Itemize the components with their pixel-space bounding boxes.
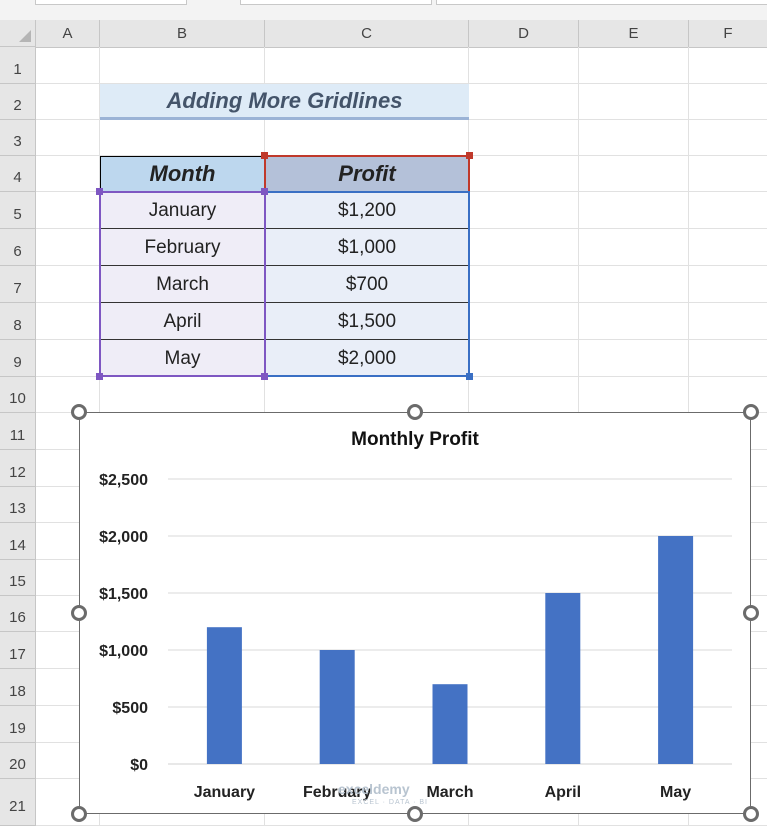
row-header[interactable]: 10 xyxy=(0,377,36,413)
formula-input-stub[interactable] xyxy=(436,0,767,5)
y-tick-label: $1,000 xyxy=(99,643,148,660)
row-gridline xyxy=(36,83,767,84)
table-header-profit[interactable]: Profit xyxy=(265,156,469,192)
select-all-button[interactable] xyxy=(0,20,36,47)
column-header-e[interactable]: E xyxy=(579,20,689,47)
column-header-b[interactable]: B xyxy=(100,20,265,47)
row-header[interactable]: 1 xyxy=(0,47,36,84)
chart-resize-handle[interactable] xyxy=(407,806,423,822)
y-tick-label: $0 xyxy=(130,757,148,774)
range-resize-handle[interactable] xyxy=(261,152,268,159)
toolbar-strip xyxy=(0,0,767,20)
profit-cell[interactable]: $1,200 xyxy=(265,192,469,229)
x-tick-label: April xyxy=(545,784,581,801)
row-header[interactable]: 21 xyxy=(0,779,36,826)
profit-cell[interactable]: $1,500 xyxy=(265,303,469,340)
chart-resize-handle[interactable] xyxy=(743,605,759,621)
y-tick-label: $2,000 xyxy=(99,529,148,546)
range-resize-handle[interactable] xyxy=(96,373,103,380)
bar-april[interactable] xyxy=(545,593,581,764)
y-tick-label: $500 xyxy=(112,700,148,717)
range-resize-handle[interactable] xyxy=(466,152,473,159)
column-header-f[interactable]: F xyxy=(723,25,733,42)
row-header[interactable]: 12 xyxy=(0,450,36,487)
row-header[interactable]: 7 xyxy=(0,266,36,303)
table-header-month[interactable]: Month xyxy=(100,156,265,192)
y-tick-label: $1,500 xyxy=(99,586,148,603)
row-header[interactable]: 6 xyxy=(0,229,36,266)
row-header[interactable]: 8 xyxy=(0,303,36,340)
chart-title[interactable]: Monthly Profit xyxy=(351,429,479,450)
chart-resize-handle[interactable] xyxy=(71,404,87,420)
chart-area[interactable]: Monthly Profit $0 $500 $1,000 $1,500 $2,000 $… xyxy=(79,412,751,814)
row-header[interactable]: 17 xyxy=(0,632,36,669)
row-header[interactable]: 14 xyxy=(0,523,36,560)
watermark-tagline: EXCEL · DATA · BI xyxy=(352,799,428,806)
plot-area[interactable]: $0 $500 $1,000 $1,500 $2,000 $2,500 January Feb… xyxy=(80,413,752,815)
bar-march[interactable] xyxy=(432,684,468,764)
month-cell[interactable]: February xyxy=(100,229,265,266)
title-banner[interactable]: Adding More Gridlines xyxy=(100,84,469,120)
row-header[interactable]: 5 xyxy=(0,192,36,229)
row-header[interactable]: 11 xyxy=(0,413,36,450)
row-header[interactable]: 16 xyxy=(0,596,36,632)
row-header[interactable]: 19 xyxy=(0,706,36,743)
row-header[interactable]: 4 xyxy=(0,156,36,192)
profit-cell[interactable]: $1,000 xyxy=(265,229,469,266)
row-header[interactable]: 18 xyxy=(0,669,36,706)
column-header-bar xyxy=(0,20,767,48)
month-cell[interactable]: March xyxy=(100,266,265,303)
month-cell[interactable]: May xyxy=(100,340,265,377)
month-cell[interactable]: January xyxy=(100,192,265,229)
row-header[interactable]: 15 xyxy=(0,560,36,596)
row-header[interactable]: 20 xyxy=(0,743,36,779)
profit-cell[interactable]: $700 xyxy=(265,266,469,303)
x-tick-label: January xyxy=(194,784,255,801)
column-header-c[interactable]: C xyxy=(265,20,469,47)
column-header-a[interactable]: A xyxy=(36,20,100,47)
chart-resize-handle[interactable] xyxy=(743,806,759,822)
row-header[interactable]: 9 xyxy=(0,340,36,377)
bar-february[interactable] xyxy=(319,650,355,764)
x-tick-label: February xyxy=(303,784,372,801)
range-resize-handle[interactable] xyxy=(466,373,473,380)
y-tick-label: $2,500 xyxy=(99,472,148,489)
formula-bar-stub[interactable] xyxy=(240,0,432,5)
x-tick-label: March xyxy=(426,784,473,801)
watermark-brand: exceldemy xyxy=(338,781,410,797)
profit-cell[interactable]: $2,000 xyxy=(265,340,469,377)
row-header[interactable]: 3 xyxy=(0,120,36,156)
chart-resize-handle[interactable] xyxy=(71,605,87,621)
range-resize-handle[interactable] xyxy=(261,373,268,380)
range-resize-handle[interactable] xyxy=(261,188,268,195)
chart-resize-handle[interactable] xyxy=(743,404,759,420)
name-box-stub[interactable] xyxy=(35,0,187,5)
column-header-d[interactable]: D xyxy=(469,20,579,47)
banner-title: Adding More Gridlines xyxy=(166,88,403,113)
month-cell[interactable]: April xyxy=(100,303,265,340)
x-tick-label: May xyxy=(660,784,691,801)
range-resize-handle[interactable] xyxy=(96,188,103,195)
bar-may[interactable] xyxy=(658,536,694,764)
row-header[interactable]: 2 xyxy=(0,84,36,120)
bar-january[interactable] xyxy=(206,627,242,764)
chart-resize-handle[interactable] xyxy=(71,806,87,822)
row-header[interactable]: 13 xyxy=(0,487,36,523)
chart-resize-handle[interactable] xyxy=(407,404,423,420)
